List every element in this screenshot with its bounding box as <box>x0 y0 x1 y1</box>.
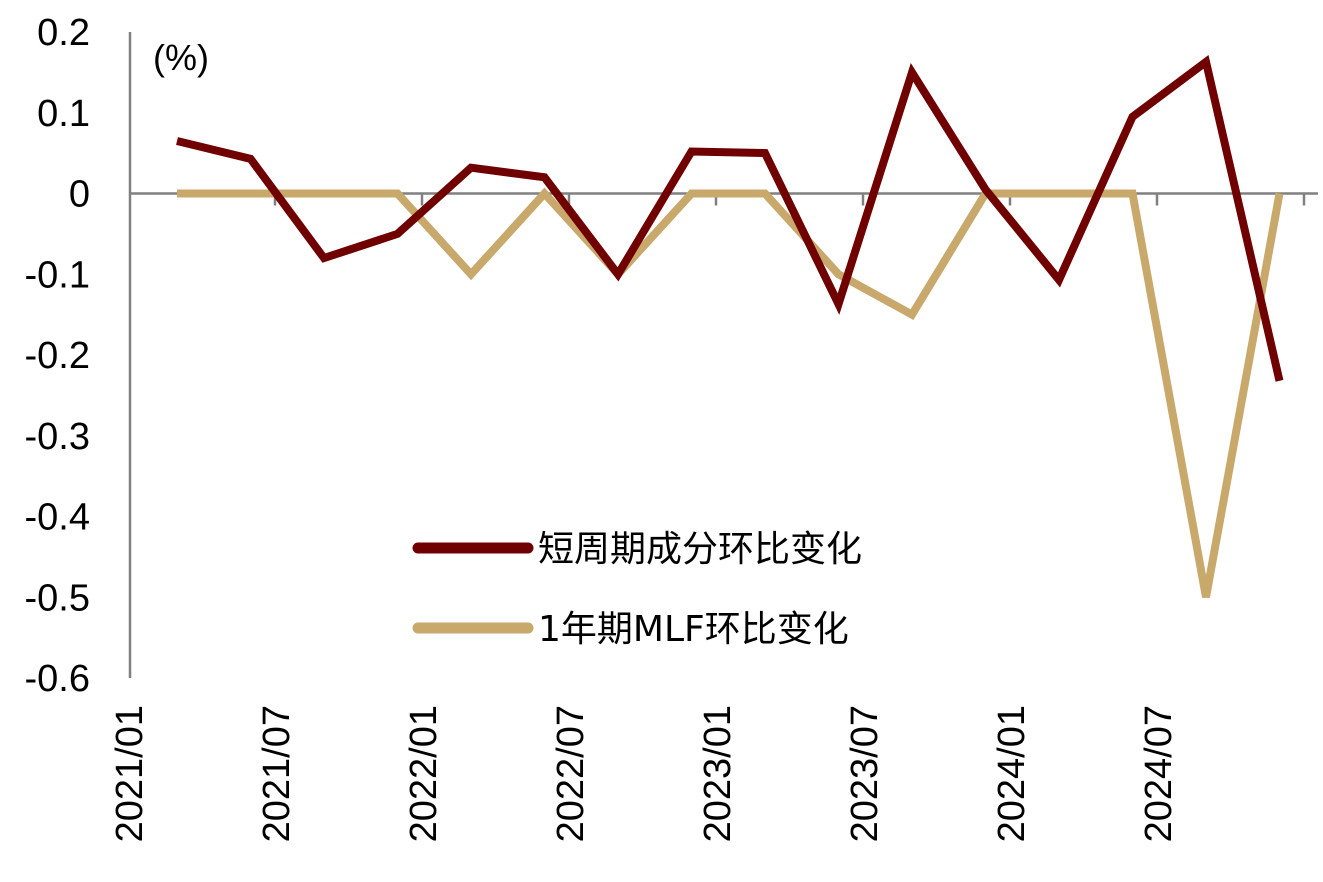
x-tick-label: 2023/01 <box>697 705 739 842</box>
y-tick-label: -0.2 <box>25 335 90 377</box>
x-tick-label: 2021/01 <box>109 705 151 842</box>
y-tick-labels: 0.2 0.1 0 -0.1 -0.2 -0.3 -0.4 -0.5 -0.6 <box>25 12 90 700</box>
y-tick-label: -0.5 <box>25 577 90 619</box>
x-tick-label: 2022/01 <box>403 705 445 842</box>
y-tick-label: -0.1 <box>25 254 90 296</box>
y-tick-label: 0 <box>69 174 90 216</box>
x-tick-label: 2024/01 <box>991 705 1033 842</box>
y-tick-label: -0.6 <box>25 658 90 700</box>
x-tick-label: 2022/07 <box>550 705 592 842</box>
x-tick-label: 2024/07 <box>1138 705 1180 842</box>
x-tick-label: 2023/07 <box>844 705 886 842</box>
y-tick-label: 0.1 <box>37 93 90 135</box>
x-tick-labels: 2021/01 2021/07 2022/01 2022/07 2023/01 2023/… <box>109 705 1180 842</box>
y-tick-label: 0.2 <box>37 12 90 54</box>
legend: 短周期成分环比变化 1年期MLF环比变化 <box>412 529 862 650</box>
series-line-short-cycle <box>176 55 1284 382</box>
axes <box>128 32 1318 678</box>
y-tick-label: -0.3 <box>25 416 90 458</box>
legend-label-mlf: 1年期MLF环比变化 <box>538 609 849 650</box>
series-lines <box>176 55 1284 598</box>
x-tick-label: 2021/07 <box>256 705 298 842</box>
y-tick-label: -0.4 <box>25 497 90 539</box>
unit-label: (%) <box>153 37 209 78</box>
legend-label-short-cycle: 短周期成分环比变化 <box>538 529 862 570</box>
